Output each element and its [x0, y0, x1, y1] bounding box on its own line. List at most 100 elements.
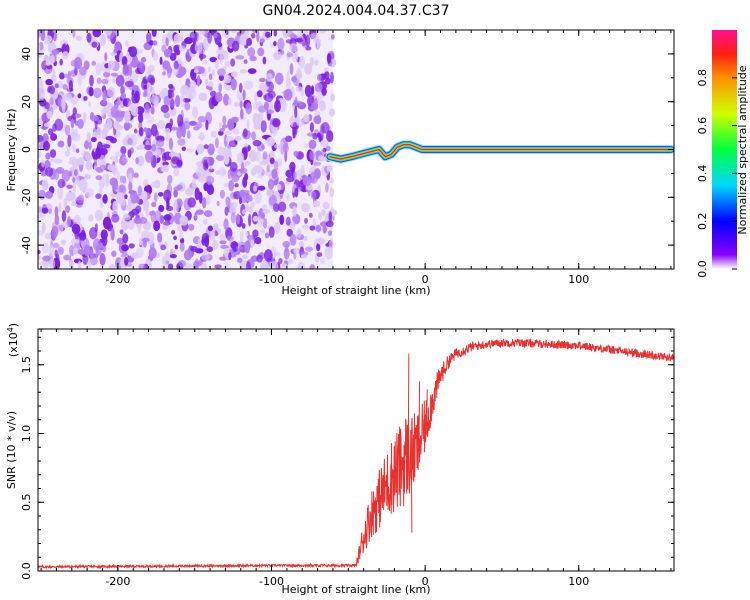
noise-blob [316, 237, 325, 245]
noise-blob [136, 155, 145, 167]
noise-blob [94, 223, 98, 233]
noise-blob [142, 91, 148, 98]
noise-blob [216, 68, 226, 77]
noise-blob [77, 93, 82, 99]
noise-blob [47, 55, 55, 64]
noise-blob [256, 90, 263, 98]
noise-blob [174, 95, 181, 108]
snr-spikes [407, 353, 428, 533]
noise-blob [116, 191, 125, 205]
noise-blob [153, 220, 161, 232]
noise-blob [286, 52, 294, 58]
noise-blob [184, 86, 192, 99]
noise-blob [209, 56, 218, 63]
noise-blob [146, 81, 152, 94]
noise-blob [169, 254, 177, 259]
noise-blob [124, 257, 129, 266]
noise-blob [147, 74, 155, 84]
noise-blob [177, 222, 181, 231]
noise-blob [91, 41, 98, 48]
noise-blob [162, 71, 167, 76]
noise-blob [64, 40, 68, 45]
x-tick-label: 100 [568, 273, 589, 286]
noise-blob [243, 59, 248, 64]
noise-blob [209, 229, 216, 241]
noise-blob [84, 140, 90, 150]
noise-blob [304, 217, 308, 224]
noise-blob [277, 201, 287, 212]
noise-blob [325, 182, 329, 193]
noise-blob [165, 133, 170, 142]
noise-blob [261, 144, 265, 150]
noise-blob [54, 83, 59, 89]
noise-blob [281, 263, 288, 269]
noise-blob [110, 72, 119, 77]
noise-blob [108, 264, 116, 269]
noise-blob [110, 227, 115, 241]
noise-blob [252, 185, 258, 192]
noise-blob [321, 209, 326, 216]
noise-blob [314, 59, 319, 66]
noise-blob [241, 223, 246, 229]
noise-blob [265, 109, 275, 115]
noise-blob [232, 242, 238, 252]
noise-blob [223, 154, 230, 165]
noise-blob [44, 191, 53, 199]
noise-blob [194, 41, 203, 54]
noise-blob [57, 187, 64, 200]
noise-blob [324, 71, 330, 80]
snr-ylabel: SNR (10 * v/v) [5, 411, 18, 489]
noise-blob [115, 74, 125, 87]
noise-blob [204, 78, 209, 85]
noise-blob [224, 130, 232, 136]
noise-blob [68, 259, 74, 268]
noise-blob [232, 128, 240, 135]
noise-blob [207, 30, 213, 44]
noise-blob [266, 261, 275, 269]
noise-blob [222, 93, 230, 106]
noise-blob [165, 36, 169, 47]
noise-blob [249, 55, 257, 62]
noise-blob [223, 218, 229, 231]
noise-blob [164, 127, 171, 134]
noise-blob [201, 252, 210, 261]
noise-blob [77, 260, 82, 269]
noise-blob [161, 255, 167, 266]
noise-blob [211, 69, 216, 76]
noise-blob [277, 37, 285, 51]
noise-blob [190, 69, 194, 79]
noise-blob [58, 202, 62, 213]
noise-blob [177, 138, 186, 146]
noise-blob [138, 127, 144, 137]
noise-blob [162, 161, 169, 166]
noise-blob [309, 225, 316, 231]
noise-blob [104, 52, 108, 62]
noise-blob [102, 144, 111, 149]
noise-blob [326, 165, 333, 172]
noise-blob [93, 87, 102, 99]
noise-blob [86, 260, 92, 268]
noise-blob [38, 189, 46, 200]
noise-blob [265, 31, 271, 38]
noise-blob [43, 160, 51, 169]
noise-blob [179, 228, 183, 240]
noise-blob [120, 145, 127, 155]
snr-spike [410, 454, 413, 533]
noise-blob [218, 167, 227, 177]
spectrogram-xlabel: Height of straight line (km) [281, 284, 430, 297]
noise-blob [293, 247, 302, 254]
noise-blob [38, 148, 42, 159]
noise-blob [197, 30, 206, 35]
noise-blob [157, 119, 166, 130]
noise-blob [238, 197, 243, 205]
noise-blob [97, 119, 103, 125]
noise-blob [277, 157, 283, 167]
noise-blob [39, 87, 46, 101]
noise-blob [84, 174, 92, 180]
noise-blob [44, 232, 52, 240]
noise-blob [246, 119, 250, 129]
noise-blob [51, 49, 60, 55]
noise-blob [96, 77, 102, 85]
noise-blob [62, 83, 68, 90]
